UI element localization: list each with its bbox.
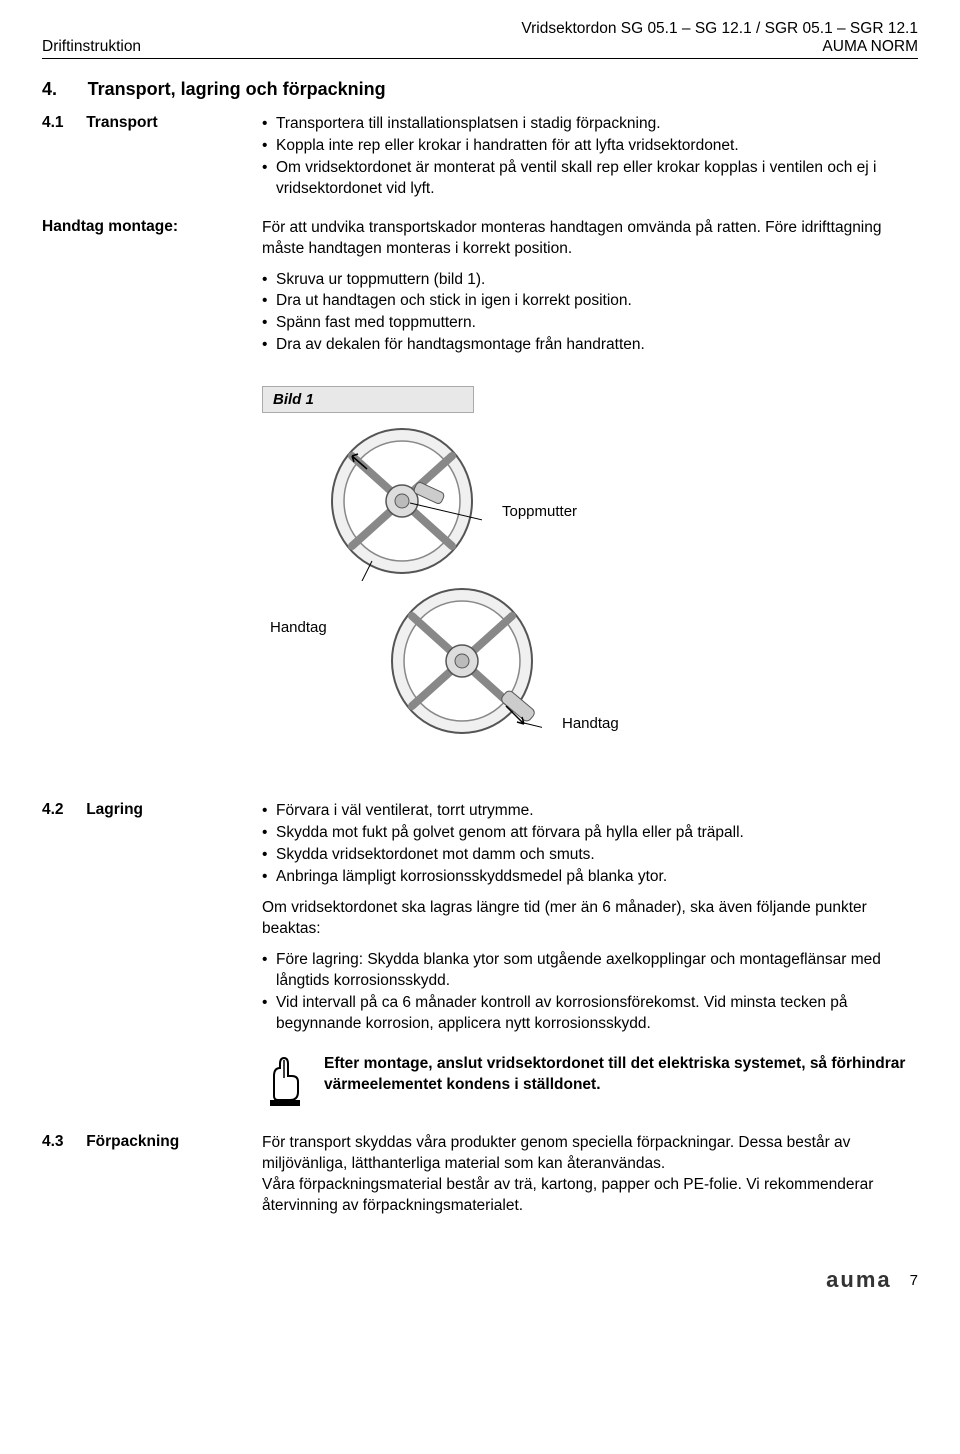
header-right: Vridsektordon SG 05.1 – SG 12.1 / SGR 05…: [521, 20, 918, 56]
forpackning-text: För transport skyddas våra produkter gen…: [262, 1133, 918, 1217]
list-item: Om vridsektordonet är monterat på ventil…: [262, 158, 918, 200]
list-item: Skruva ur toppmuttern (bild 1).: [262, 270, 918, 291]
section-4-1: 4.1 Transport Transportera till installa…: [42, 114, 918, 210]
section-4-1-heading: 4.1 Transport: [42, 114, 262, 210]
header-product: Vridsektordon SG 05.1 – SG 12.1 / SGR 05…: [521, 20, 918, 38]
page-header: Driftinstruktion Vridsektordon SG 05.1 –…: [42, 20, 918, 59]
section-4-2: 4.2 Lagring Förvara i väl ventilerat, to…: [42, 801, 918, 1044]
figure-body: Toppmutter Handtag Handtag: [262, 421, 642, 761]
handtag-montage-label: Handtag montage:: [42, 218, 262, 367]
section-4-2-title: Lagring: [86, 801, 143, 818]
lagring-para: Om vridsektordonet ska lagras längre tid…: [262, 898, 918, 940]
section-4-3: 4.3 Förpackning För transport skyddas vå…: [42, 1133, 918, 1227]
handwheel-drawing-bottom: [382, 581, 542, 741]
note-text: Efter montage, anslut vridsektordonet ti…: [324, 1054, 918, 1096]
list-item: Skydda mot fukt på golvet genom att förv…: [262, 823, 918, 844]
section-4-title: Transport, lagring och förpackning: [88, 79, 386, 99]
list-item: Vid intervall på ca 6 månader kontroll a…: [262, 993, 918, 1035]
section-4-1-title: Transport: [86, 114, 157, 131]
page-footer: auma 7: [42, 1267, 918, 1293]
note-block: Efter montage, anslut vridsektordonet ti…: [262, 1054, 918, 1113]
figure-label-toppmutter: Toppmutter: [502, 503, 577, 520]
brand-logo: auma: [826, 1267, 891, 1293]
handtag-bullets: Skruva ur toppmuttern (bild 1). Dra ut h…: [262, 270, 918, 357]
page-number: 7: [910, 1272, 918, 1289]
section-4-1-num: 4.1: [42, 114, 64, 131]
section-4-heading: 4. Transport, lagring och förpackning: [42, 79, 918, 100]
handwheel-drawing-top: [322, 421, 482, 581]
section-4-3-heading: 4.3 Förpackning: [42, 1133, 262, 1227]
handtag-montage-text: För att undvika transportskador monteras…: [262, 218, 918, 260]
lagring-bullets-2: Före lagring: Skydda blanka ytor som utg…: [262, 950, 918, 1035]
list-item: Anbringa lämpligt korrosionsskyddsmedel …: [262, 867, 918, 888]
figure-label-handtag-2: Handtag: [562, 715, 619, 732]
list-item: Spänn fast med toppmuttern.: [262, 313, 918, 334]
lagring-bullets-1: Förvara i väl ventilerat, torrt utrymme.…: [262, 801, 918, 888]
section-4-2-num: 4.2: [42, 801, 64, 818]
section-4-3-num: 4.3: [42, 1133, 64, 1150]
handtag-montage-row: Handtag montage: För att undvika transpo…: [42, 218, 918, 367]
section-4-num: 4.: [42, 79, 57, 99]
list-item: Transportera till installationsplatsen i…: [262, 114, 918, 135]
list-item: Skydda vridsektordonet mot damm och smut…: [262, 845, 918, 866]
header-subtitle: AUMA NORM: [521, 38, 918, 56]
header-left: Driftinstruktion: [42, 38, 141, 56]
section-4-3-title: Förpackning: [86, 1133, 179, 1150]
transport-bullets: Transportera till installationsplatsen i…: [262, 114, 918, 200]
list-item: Före lagring: Skydda blanka ytor som utg…: [262, 950, 918, 992]
list-item: Förvara i väl ventilerat, torrt utrymme.: [262, 801, 918, 822]
hand-icon: [262, 1054, 308, 1113]
list-item: Koppla inte rep eller krokar i handratte…: [262, 136, 918, 157]
list-item: Dra av dekalen för handtagsmontage från …: [262, 335, 918, 356]
figure-title: Bild 1: [262, 386, 474, 413]
figure-label-handtag-1: Handtag: [270, 619, 327, 636]
list-item: Dra ut handtagen och stick in igen i kor…: [262, 291, 918, 312]
section-4-2-heading: 4.2 Lagring: [42, 801, 262, 1044]
figure-1: Bild 1: [262, 386, 642, 761]
